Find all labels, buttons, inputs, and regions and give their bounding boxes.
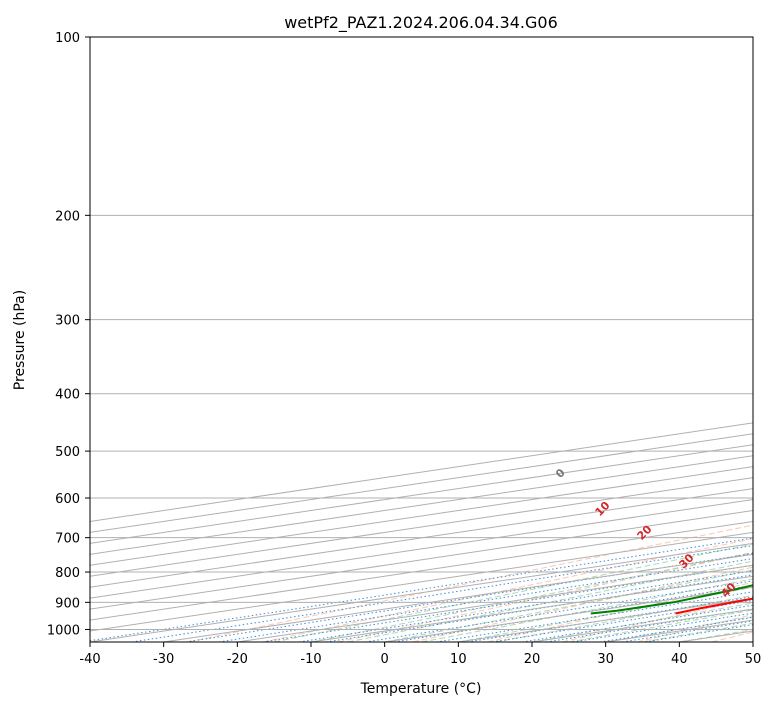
- x-tick-label: -40: [79, 652, 100, 667]
- x-tick-label: -10: [300, 652, 321, 667]
- x-tick-label: 20: [524, 652, 541, 667]
- x-axis-label: Temperature (°C): [360, 681, 482, 697]
- x-tick-label: -30: [153, 652, 174, 667]
- chart-title: wetPf2_PAZ1.2024.206.04.34.G06: [284, 13, 558, 33]
- y-tick-label: 900: [55, 596, 80, 611]
- x-tick-label: 0: [381, 652, 389, 667]
- x-tick-label: -20: [227, 652, 248, 667]
- x-tick-label: 10: [450, 652, 467, 667]
- y-tick-label: 1000: [47, 623, 80, 638]
- y-tick-label: 200: [55, 209, 80, 224]
- y-axis-label: Pressure (hPa): [12, 290, 28, 390]
- y-tick-label: 800: [55, 566, 80, 581]
- y-tick-label: 100: [55, 31, 80, 46]
- x-tick-label: 50: [745, 652, 762, 667]
- y-tick-label: 700: [55, 532, 80, 547]
- y-tick-label: 500: [55, 445, 80, 460]
- y-tick-label: 400: [55, 388, 80, 403]
- x-tick-label: 40: [671, 652, 688, 667]
- y-tick-label: 300: [55, 314, 80, 329]
- y-tick-label: 600: [55, 492, 80, 507]
- x-tick-label: 30: [597, 652, 614, 667]
